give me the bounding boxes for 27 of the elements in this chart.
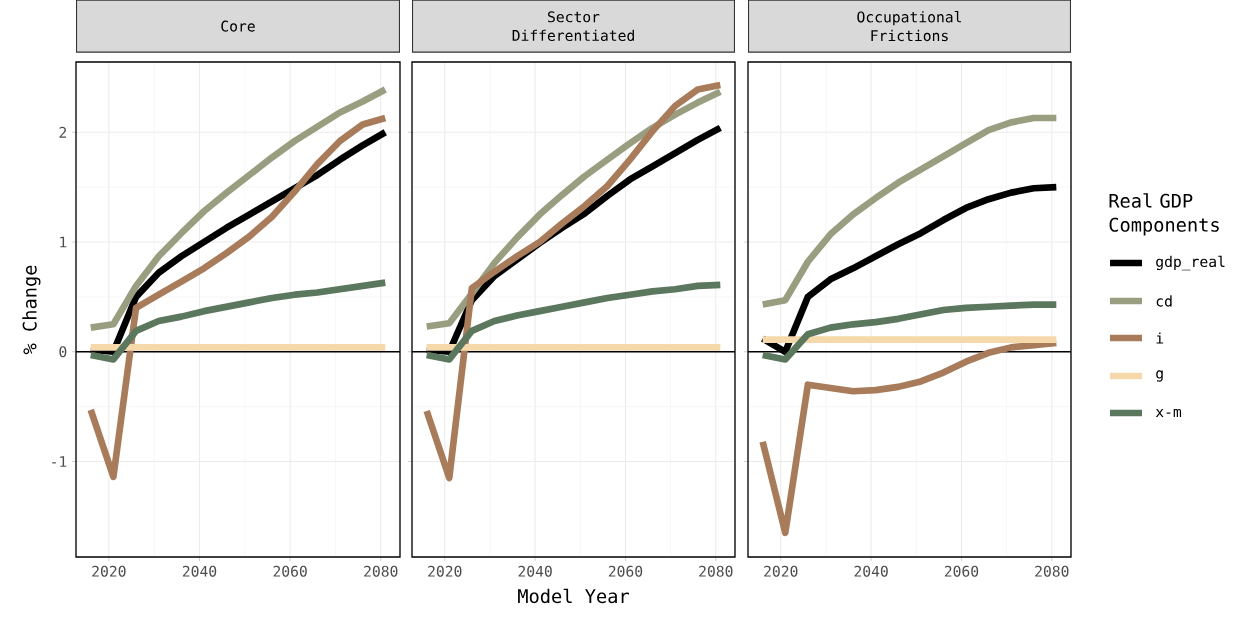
chart-title: Core	[221, 20, 255, 32]
y-axis-title: % Change	[22, 265, 41, 355]
chart-title: Sector Differentiated	[512, 11, 634, 42]
y-tick-label: -1	[52, 456, 67, 467]
x-tick-label: 2020	[764, 565, 798, 577]
legend-label: gdp_real	[1156, 255, 1225, 271]
y-tick-label: 2	[59, 126, 67, 138]
x-tick-label: 2060	[273, 565, 307, 577]
x-tick-label: 2020	[428, 565, 462, 577]
y-tick-label: 1	[60, 236, 67, 248]
x-tick-label: 2060	[944, 565, 979, 577]
x-axis-title: Model Year	[518, 588, 629, 604]
x-tick-label: 2020	[92, 565, 126, 577]
x-tick-label: 2080	[364, 565, 398, 577]
x-tick-label: 2040	[854, 565, 888, 577]
legend-title: Real GDP Components	[1109, 193, 1219, 236]
legend-label: x-m	[1155, 408, 1182, 418]
y-tick-label: 0	[59, 346, 67, 358]
x-tick-label: 2080	[699, 565, 733, 577]
x-tick-label: 2040	[518, 565, 552, 577]
legend-label: cd	[1156, 295, 1172, 307]
x-tick-label: 2040	[182, 565, 217, 577]
x-tick-label: 2080	[1035, 565, 1069, 577]
x-tick-label: 2060	[608, 565, 643, 577]
legend-label: g	[1156, 370, 1163, 382]
legend-label: i	[1156, 332, 1164, 344]
chart-title: Occupational Frictions	[857, 11, 962, 42]
